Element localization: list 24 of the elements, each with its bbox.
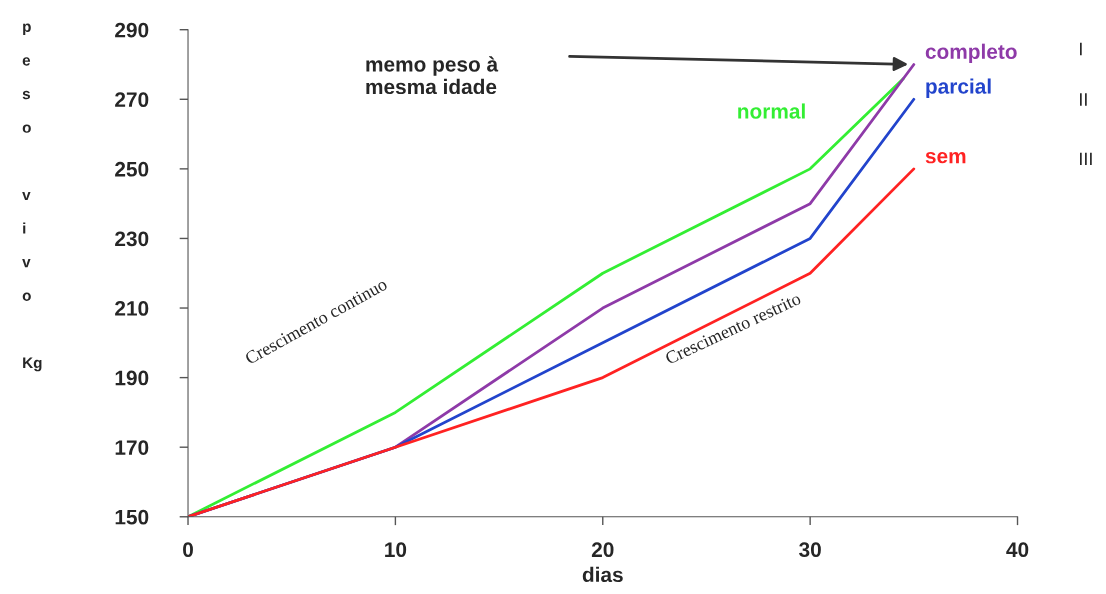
x-tick-label: 10 <box>385 542 407 558</box>
y-tick-label: 250 <box>115 161 149 177</box>
text: III <box>1080 152 1092 166</box>
x-tick-label: 40 <box>1006 542 1029 558</box>
series-label: completo <box>925 43 1017 64</box>
x-tick-label: 0 <box>183 542 193 558</box>
series-label: normal <box>738 103 805 119</box>
text: II <box>1080 93 1087 106</box>
text: I <box>1080 42 1082 56</box>
x-tick-label: 20 <box>591 542 614 558</box>
y-tick-label: 290 <box>115 22 149 38</box>
series-label: parcial <box>926 78 991 98</box>
annotation: memo peso à mesma idade <box>366 56 499 95</box>
x-tick-label: 30 <box>799 542 821 558</box>
y-tick-label: 170 <box>115 440 149 455</box>
y-tick-label: 150 <box>115 509 149 525</box>
line-series <box>188 167 916 517</box>
y-tick-label: 230 <box>115 231 149 247</box>
y-tick-label: 270 <box>115 92 149 108</box>
y-tick-label: 190 <box>115 370 149 386</box>
text: peso vivo Kg <box>22 23 42 372</box>
x-axis-title: dias <box>582 566 623 583</box>
y-tick-label: 210 <box>115 301 149 316</box>
series-label: sem <box>925 151 966 164</box>
